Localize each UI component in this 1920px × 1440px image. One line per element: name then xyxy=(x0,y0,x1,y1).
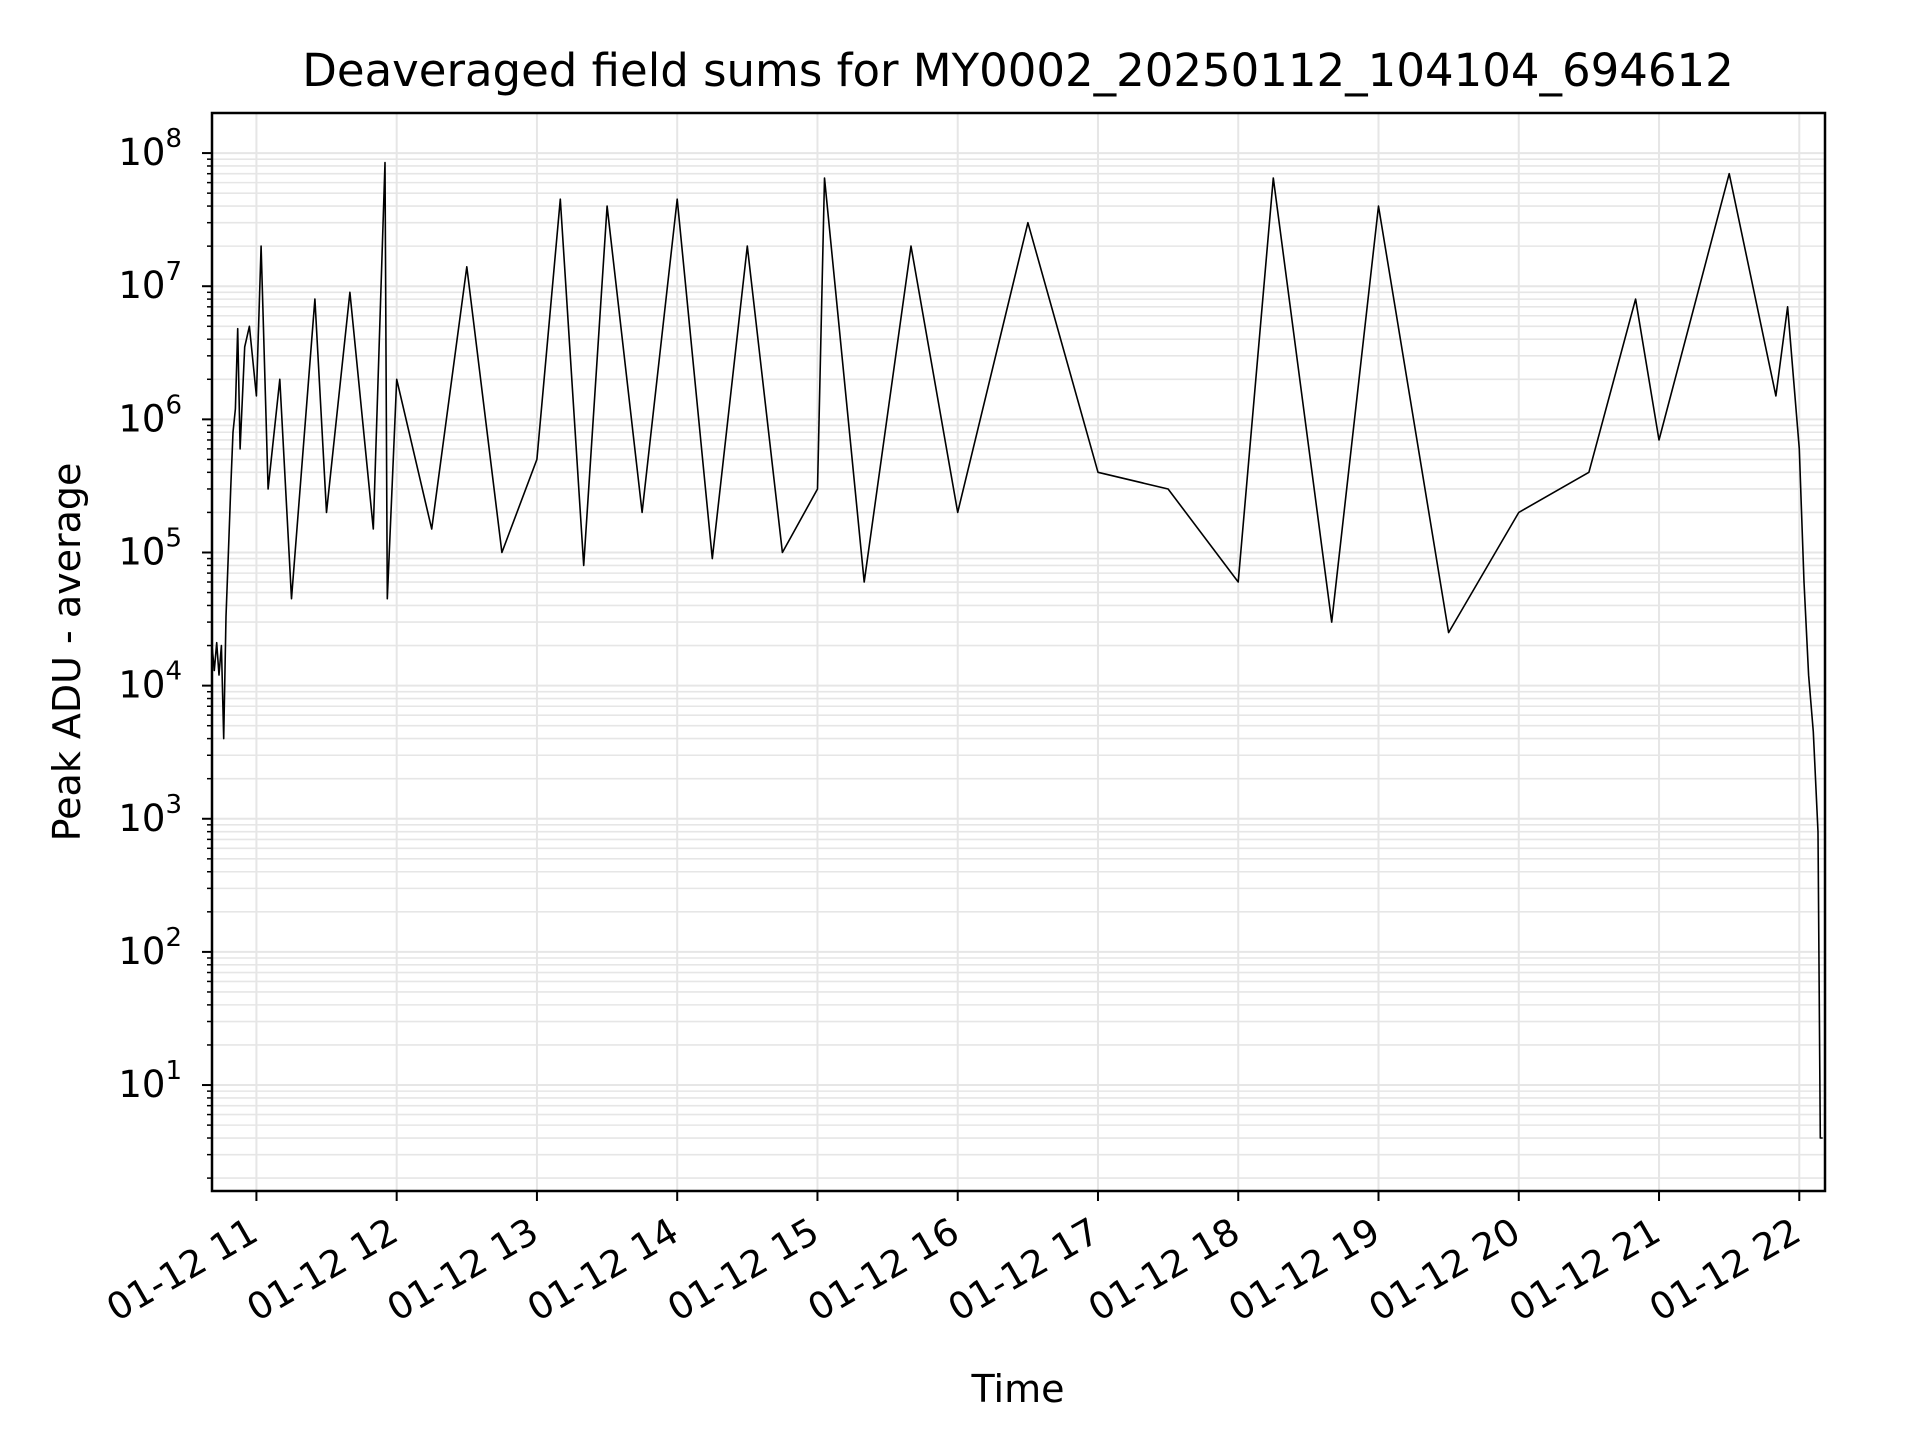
series-line xyxy=(211,161,1823,1139)
y-tick-label: 107 xyxy=(118,257,182,307)
x-tick-label: 01-12 17 xyxy=(941,1210,1107,1330)
y-tick-label: 106 xyxy=(118,390,182,440)
y-tick-label: 104 xyxy=(118,657,182,707)
x-tick-label: 01-12 18 xyxy=(1081,1210,1247,1330)
x-tick-label: 01-12 20 xyxy=(1362,1210,1528,1330)
y-tick-label: 102 xyxy=(118,923,182,973)
y-axis: 101 102 103 104 105 106 107 108 xyxy=(118,124,212,1179)
grid-layer xyxy=(212,113,1825,1191)
chart-title: Deaveraged field sums for MY0002_2025011… xyxy=(302,44,1734,97)
x-tick-label: 01-12 12 xyxy=(240,1210,406,1330)
plot-frame xyxy=(210,111,1827,1193)
x-axis-label: Time xyxy=(971,1367,1065,1411)
y-tick-label: 108 xyxy=(118,124,182,174)
y-tick-label: 103 xyxy=(118,790,182,840)
y-tick-label: 105 xyxy=(118,523,182,573)
y-tick-label: 101 xyxy=(118,1056,182,1106)
series-layer xyxy=(211,161,1823,1139)
x-tick-label: 01-12 16 xyxy=(801,1210,967,1330)
x-tick-label: 01-12 11 xyxy=(99,1210,265,1330)
x-tick-label: 01-12 14 xyxy=(520,1210,686,1330)
x-tick-label: 01-12 15 xyxy=(660,1210,826,1330)
x-tick-label: 01-12 13 xyxy=(380,1210,546,1330)
x-tick-label: 01-12 22 xyxy=(1642,1210,1808,1330)
x-tick-label: 01-12 19 xyxy=(1221,1210,1387,1330)
x-tick-label: 01-12 21 xyxy=(1502,1210,1668,1330)
y-axis-label: Peak ADU - average xyxy=(45,463,89,842)
